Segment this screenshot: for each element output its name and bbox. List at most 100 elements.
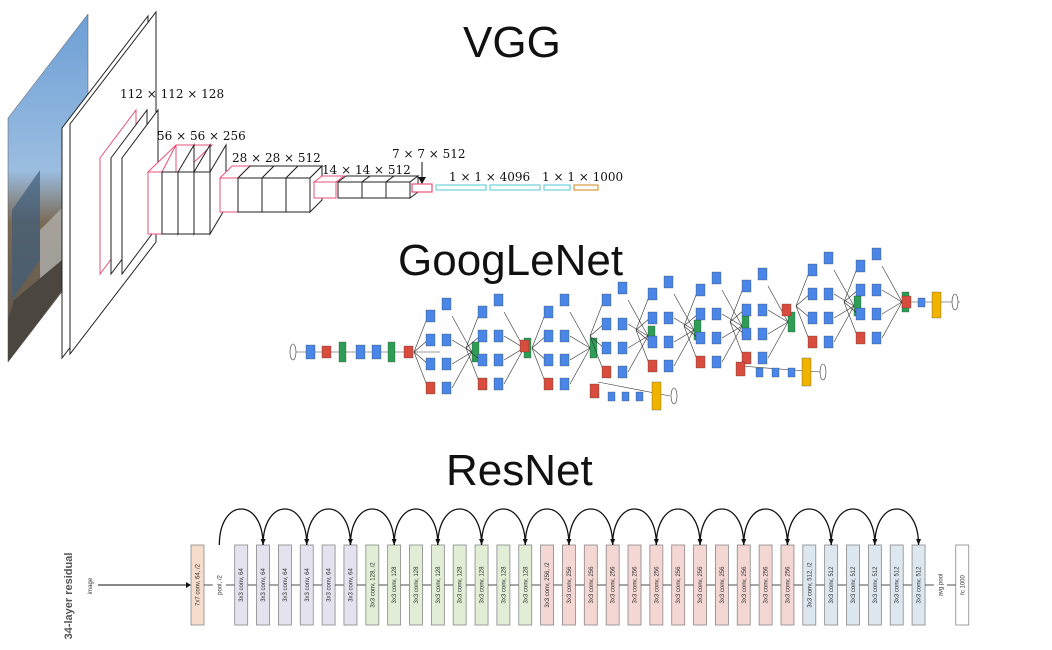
dim-label: 14 × 14 × 512 — [322, 163, 411, 177]
connector-line — [881, 265, 903, 303]
conv-node — [855, 259, 866, 273]
resnet-layer-label: 3x3 conv, 256 — [698, 566, 704, 604]
conv-node — [601, 341, 612, 355]
connector-line — [833, 269, 855, 307]
connector-line — [843, 301, 859, 315]
pool-node — [601, 365, 612, 379]
pool-node — [477, 377, 488, 391]
connector-line — [465, 347, 481, 361]
connector-line — [833, 293, 855, 307]
connector-line — [767, 321, 789, 359]
resnet-layer-label: 3x3 conv, 256, /2 — [545, 562, 551, 608]
connector-line — [569, 311, 591, 349]
conv-node — [871, 283, 882, 297]
resnet-layer-label: 3x3 conv, 128, /2 — [370, 562, 376, 608]
resnet-layer-label: 3x3 conv, 128 — [436, 566, 442, 604]
resnet-layer-label: 3x3 conv, 256 — [589, 566, 595, 604]
conv-node — [711, 271, 722, 285]
resnet-layer-label: 3x3 conv, 256 — [633, 566, 639, 604]
fc-node — [771, 367, 780, 378]
resnet-layer-label: 3x3 conv, 128 — [392, 566, 398, 604]
resnet-layer-label: 3x3 conv, 512 — [851, 566, 857, 604]
conv-node — [493, 353, 504, 367]
skip-connection — [612, 508, 657, 546]
resnet-layer-label: 3x3 conv, 256 — [567, 566, 573, 604]
conv-node — [695, 331, 706, 345]
conv-node — [871, 307, 882, 321]
connector-line — [833, 305, 855, 343]
skip-connection — [480, 508, 526, 546]
conv-node — [493, 377, 504, 391]
concat-node — [589, 337, 598, 359]
connector-line — [413, 315, 429, 353]
connector-line — [627, 299, 649, 337]
fc-node — [917, 297, 926, 308]
skip-connection — [393, 508, 439, 546]
connector-line — [589, 335, 605, 349]
resnet-layer-label: pool, /2 — [217, 574, 223, 594]
concat-node — [787, 311, 796, 333]
conv-node — [755, 367, 764, 378]
conv-node — [823, 251, 834, 265]
vgg-block-28 — [218, 164, 324, 214]
connector-line — [569, 347, 591, 361]
norm-node — [338, 341, 347, 363]
conv-node — [807, 263, 818, 277]
resnet-layer-label: 3x3 conv, 128 — [501, 566, 507, 604]
connector-line — [627, 335, 649, 373]
arrow-head — [916, 539, 922, 545]
skip-connection — [743, 508, 789, 546]
resnet-layer-label: 3x3 conv, 512 — [917, 566, 923, 604]
skip-connection — [874, 508, 920, 546]
conv-node — [425, 309, 436, 323]
conv-node — [647, 335, 658, 349]
skip-connection — [699, 508, 745, 546]
skip-connection — [830, 508, 876, 546]
conv-node — [871, 331, 882, 345]
resnet-layer-label: 3x3 conv, 64 — [261, 568, 267, 602]
connector-line — [881, 289, 903, 303]
googlenet-title: GoogLeNet — [398, 236, 624, 285]
connector-line — [413, 351, 429, 365]
connector-line — [635, 329, 651, 343]
connector-line — [721, 325, 743, 363]
resnet-layer-label: avg pool — [938, 574, 944, 597]
skip-connection — [306, 508, 352, 546]
connector-line — [683, 325, 699, 363]
pool-node — [321, 345, 332, 359]
conv-node — [607, 391, 616, 402]
connector-line — [451, 351, 473, 365]
conv-node — [305, 344, 316, 360]
resnet-layer-label: 3x3 conv, 64 — [348, 568, 354, 602]
connector-line — [531, 347, 547, 385]
connector-line — [729, 321, 745, 335]
conv-node — [371, 344, 382, 360]
connector-line — [843, 301, 859, 339]
conv-node — [663, 311, 674, 325]
skip-connection — [524, 508, 570, 546]
connector-line — [795, 305, 811, 343]
connector-line — [881, 301, 903, 339]
conv-node — [493, 293, 504, 307]
resnet-layer-label: fc 1000 — [960, 574, 966, 594]
resnet-layer — [955, 544, 970, 626]
conv-node — [741, 279, 752, 293]
io-node — [819, 363, 827, 381]
pool-node — [403, 345, 414, 359]
resnet-layer-label: 3x3 conv, 512 — [895, 566, 901, 604]
resnet-layer-label: 3x3 conv, 128 — [480, 566, 486, 604]
pool-node — [807, 335, 818, 349]
connector-line — [569, 347, 591, 385]
resnet-side-label: 34-layer residual — [63, 553, 75, 640]
conv-node — [559, 329, 570, 343]
fc-node — [787, 367, 796, 378]
conv-node — [757, 267, 768, 281]
connector-line — [795, 293, 811, 307]
resnet-layer-label: 3x3 conv, 256 — [654, 566, 660, 604]
conv-node — [559, 353, 570, 367]
connector-line — [465, 311, 481, 349]
conv-node — [617, 281, 628, 295]
fc-node — [635, 391, 644, 402]
